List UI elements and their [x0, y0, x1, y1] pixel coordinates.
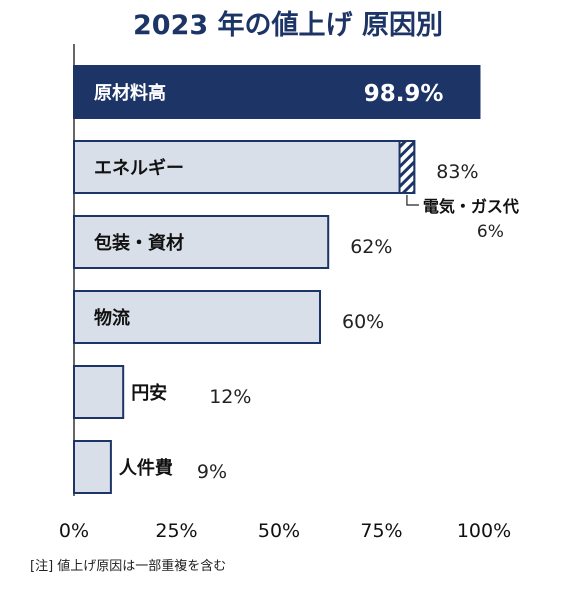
footnote: [注] 値上げ原因は一部重複を含む: [30, 558, 226, 574]
value-label: 98.9%: [364, 81, 444, 107]
x-tick-labels: 0% 25% 50% 75% 100%: [59, 520, 511, 542]
x-tick-label: 100%: [457, 520, 511, 542]
x-tick-label: 75%: [360, 520, 402, 542]
value-label: 12%: [209, 386, 251, 408]
annotation-label: 電気・ガス代: [423, 197, 519, 216]
bar-0: [73, 65, 481, 119]
category-label: 原材料高: [94, 82, 166, 104]
value-label: 83%: [436, 161, 478, 183]
bars-group: 原材料高 98.9% エネルギー 83% 電気・ガス代 6% 包装・資材 62% 物流 60% 円安…: [73, 65, 519, 494]
category-label: 包装・資材: [94, 232, 184, 254]
value-label: 9%: [197, 461, 227, 483]
category-label: 人件費: [119, 457, 173, 479]
value-label: 60%: [342, 311, 384, 333]
x-tick-label: 0%: [59, 520, 89, 542]
sub-segment-hatched: [398, 140, 416, 194]
x-tick-label: 25%: [155, 520, 197, 542]
category-label: 物流: [94, 307, 130, 329]
bar-1: [73, 140, 416, 194]
category-label: エネルギー: [94, 158, 184, 179]
bar-3: [73, 290, 321, 344]
value-label: 62%: [350, 236, 392, 258]
bar-5: [73, 440, 112, 494]
category-label: 円安: [131, 382, 167, 404]
chart-title: 2023 年の値上げ 原因別: [133, 9, 443, 41]
annotation-value: 6%: [477, 222, 504, 242]
bar-2: [73, 215, 330, 269]
bar-4: [73, 365, 125, 419]
annotation-leader: [406, 195, 419, 206]
x-tick-label: 50%: [258, 520, 300, 542]
